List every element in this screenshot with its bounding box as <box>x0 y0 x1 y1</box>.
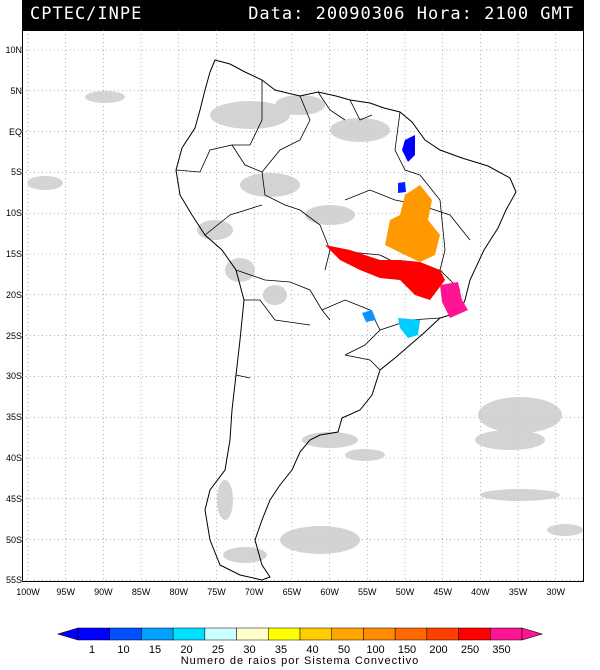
cloud-cover <box>27 91 583 563</box>
colorbar-tick-label: 250 <box>460 644 480 656</box>
colorbar-segment <box>490 627 523 641</box>
colorbar-tick-label: 150 <box>397 644 417 656</box>
lat-label: 50S <box>5 534 22 545</box>
colorbar-segment <box>77 627 110 641</box>
graticule <box>22 30 584 582</box>
colorbar-segment <box>363 627 396 641</box>
colorbar-tick-label: 10 <box>117 644 130 656</box>
lon-label: 65W <box>282 587 302 597</box>
colorbar-tick-label: 40 <box>306 644 319 656</box>
system-red <box>325 245 445 300</box>
system-blue <box>402 135 415 162</box>
lat-label: 20S <box>5 289 22 300</box>
convective-systems <box>325 135 468 338</box>
lon-label: 60W <box>320 587 339 597</box>
lon-label: 45W <box>433 587 452 597</box>
lon-label: 100W <box>16 587 40 597</box>
system-blue-small <box>398 182 406 193</box>
lat-label: 5N <box>10 85 22 96</box>
colorbar-segment <box>268 627 301 641</box>
colorbar-tick-label: 200 <box>429 644 448 656</box>
system-orange <box>385 185 440 262</box>
colorbar-tick-label: 30 <box>243 644 256 656</box>
colorbar-segment <box>394 627 428 641</box>
lon-label: 40W <box>471 587 490 597</box>
map-frame <box>22 30 584 582</box>
lon-label: 55W <box>358 587 377 597</box>
colorbar-tick-label: 25 <box>211 644 225 656</box>
colorbar-segment <box>236 627 269 641</box>
colorbar-left-arrow <box>56 627 79 641</box>
system-cyan <box>398 318 420 338</box>
lon-label: 85W <box>131 587 151 597</box>
colorbar-right-arrow <box>521 627 544 641</box>
lat-label: 25S <box>5 330 22 341</box>
colorbar-segment <box>172 627 206 641</box>
colorbar-tick-label: 350 <box>492 644 511 656</box>
colorbar-segment <box>458 627 491 641</box>
lat-label: 5S <box>10 167 22 178</box>
lat-label: 45S <box>5 493 22 504</box>
lat-label: 30S <box>5 371 22 382</box>
colorbar-tick-label: 35 <box>274 644 288 656</box>
colorbar-segment <box>426 627 459 641</box>
lon-label: 95W <box>56 587 75 597</box>
colorbar-tick-label: 50 <box>337 644 351 656</box>
colorbar-segment <box>331 627 364 641</box>
colorbar <box>56 627 544 641</box>
colorbar-caption: Numero de raios por Sistema Convectivo <box>180 655 420 667</box>
colorbar-segment <box>299 627 332 641</box>
lon-label: 80W <box>169 587 189 597</box>
south-america-coastline <box>175 59 517 581</box>
lat-label: 10S <box>5 208 22 219</box>
lat-label: 55S <box>5 575 22 586</box>
source-title: CPTEC/INPE <box>30 4 143 24</box>
lat-label: 35S <box>5 412 22 423</box>
colorbar-tick-label: 1 <box>88 644 96 656</box>
lat-label: EQ <box>8 126 22 137</box>
colorbar-segment <box>204 627 237 641</box>
lat-label: 15S <box>5 249 22 259</box>
title-bar: CPTEC/INPE Data: 20090306 Hora: 2100 GMT <box>22 0 584 30</box>
lat-label: 10N <box>5 45 22 55</box>
lon-label: 50W <box>395 587 415 597</box>
colorbar-segment <box>141 627 174 641</box>
lon-label: 35W <box>508 587 528 597</box>
lon-label: 75W <box>207 587 226 597</box>
colorbar-segment <box>109 627 142 641</box>
lat-label: 40S <box>5 453 22 463</box>
system-pink <box>440 282 468 318</box>
system-lightblue <box>362 310 376 322</box>
lon-label: 90W <box>94 587 113 597</box>
colorbar-tick-label: 100 <box>366 644 385 656</box>
lon-label: 30W <box>546 587 566 597</box>
lon-label: 70W <box>244 587 264 597</box>
colorbar-tick-label: 15 <box>148 644 162 656</box>
date-time-title: Data: 20090306 Hora: 2100 GMT <box>248 4 574 24</box>
colorbar-tick-label: 20 <box>180 644 193 656</box>
